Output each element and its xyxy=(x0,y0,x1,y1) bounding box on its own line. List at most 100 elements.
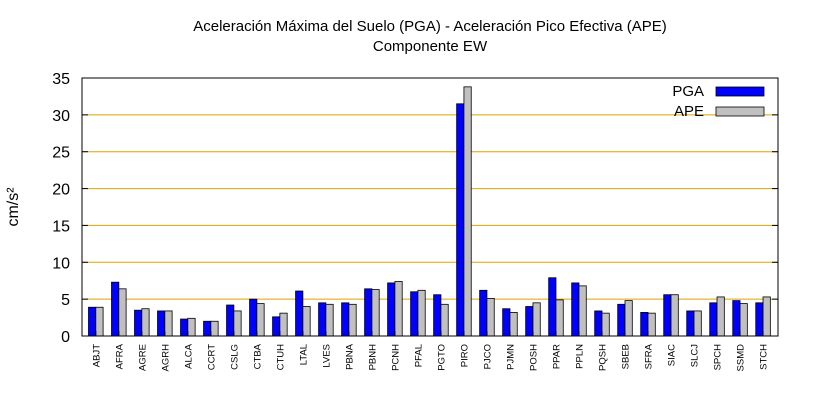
bar-ape xyxy=(716,296,725,337)
y-tick-label: 10 xyxy=(52,255,70,272)
x-tick-label: PCNH xyxy=(390,344,401,371)
bar-ape xyxy=(555,299,564,337)
bar-pga xyxy=(88,306,97,337)
bar-ape xyxy=(463,86,472,337)
x-tick-label: SBEB xyxy=(620,344,631,369)
bar-ape xyxy=(279,312,288,337)
bar-pga xyxy=(502,308,511,337)
bar-ape xyxy=(348,303,357,337)
bars xyxy=(88,86,771,337)
y-tick-label: 35 xyxy=(52,71,70,88)
x-tick-label: LVES xyxy=(321,344,332,368)
bar-pga xyxy=(456,103,465,337)
x-tick-label: PFAL xyxy=(413,344,424,367)
x-tick-label: POSH xyxy=(528,344,539,371)
bar-ape xyxy=(394,281,403,337)
x-tick-label: PGTO xyxy=(436,344,447,371)
bar-pga xyxy=(617,303,626,337)
bar-pga xyxy=(157,310,166,337)
x-tick-label: ALCA xyxy=(183,343,194,368)
bar-pga xyxy=(203,320,212,337)
axes xyxy=(81,77,779,337)
x-tick-label: PPAR xyxy=(551,344,562,369)
bar-ape xyxy=(118,288,127,337)
bar-pga xyxy=(387,282,396,337)
bar-pga xyxy=(249,298,258,337)
bar-ape xyxy=(233,310,242,337)
x-tick-label: SLCJ xyxy=(690,344,701,367)
x-tick-label: ABJT xyxy=(91,344,102,367)
x-tick-label: SIAC xyxy=(667,344,678,366)
x-tick-label: CSLG xyxy=(229,344,240,370)
bar-pga xyxy=(709,302,718,337)
bar-ape xyxy=(256,303,265,337)
x-tick-label: SSMD xyxy=(736,344,747,372)
bar-ape xyxy=(210,320,219,337)
bar-pga xyxy=(686,310,695,337)
bar-pga xyxy=(663,294,672,337)
bar-pga xyxy=(226,304,235,337)
x-tick-label: AFRA xyxy=(114,343,125,369)
bar-pga xyxy=(755,302,764,337)
y-tick-label: 30 xyxy=(52,108,70,125)
bar-ape xyxy=(164,310,173,337)
plot-frame xyxy=(81,77,779,337)
x-tick-label: PBNH xyxy=(367,344,378,371)
chart-subtitle: Componente EW xyxy=(373,38,488,55)
legend-label-ape: APE xyxy=(674,103,704,120)
bar-ape xyxy=(670,294,679,337)
x-tick-label: SPCH xyxy=(713,344,724,371)
bar-ape xyxy=(624,300,633,337)
x-tick-label: AGRH xyxy=(160,344,171,372)
y-axis-label: cm/s² xyxy=(5,187,22,227)
bar-ape xyxy=(302,306,311,337)
bar-pga xyxy=(410,291,419,337)
legend-label-pga: PGA xyxy=(672,83,704,100)
bar-ape xyxy=(371,289,380,337)
bar-ape xyxy=(486,298,495,337)
bar-ape xyxy=(440,303,449,337)
bar-pga xyxy=(111,281,120,337)
x-tick-label: PIRO xyxy=(459,344,470,367)
bar-ape xyxy=(578,285,587,337)
bar-pga xyxy=(640,312,649,337)
legend-swatch-ape xyxy=(715,106,765,117)
bar-pga xyxy=(272,316,281,337)
bar-pga xyxy=(364,288,373,337)
legend: PGA APE xyxy=(672,83,765,120)
bar-pga xyxy=(341,302,350,337)
y-tick-label: 5 xyxy=(61,292,70,309)
x-tick-label: PQSH xyxy=(597,344,608,371)
bar-ape xyxy=(532,302,541,337)
x-tick-label: AGRE xyxy=(137,344,148,371)
bar-ape xyxy=(739,303,748,337)
bar-pga xyxy=(571,282,580,337)
bar-pga xyxy=(548,277,557,337)
bar-ape xyxy=(601,312,610,337)
x-tick-label: PPLN xyxy=(574,344,585,369)
bar-pga xyxy=(525,306,534,337)
bar-pga xyxy=(180,318,189,337)
bar-ape xyxy=(187,317,196,337)
bar-pga xyxy=(134,309,143,337)
bar-pga xyxy=(295,290,304,337)
y-tick-label: 20 xyxy=(52,182,70,199)
y-tick-label: 0 xyxy=(61,329,70,346)
x-tick-label: PBNA xyxy=(344,343,355,370)
x-tick-label: STCH xyxy=(759,344,770,370)
legend-swatch-pga xyxy=(715,86,765,97)
bar-pga xyxy=(594,310,603,337)
bar-ape xyxy=(693,310,702,337)
tick-labels: 0 5 10 15 20 25 30 35 ABJT AFRA AGRE AGRH ALCA CCRT CS… xyxy=(52,71,769,371)
bar-ape xyxy=(417,289,426,337)
bar-ape xyxy=(509,312,518,337)
x-tick-label: SFRA xyxy=(644,343,655,369)
x-tick-label: LTAL xyxy=(298,344,309,365)
bar-ape xyxy=(325,303,334,337)
x-tick-label: CTUH xyxy=(275,344,286,371)
chart-title: Aceleración Máxima del Suelo (PGA) - Ace… xyxy=(193,18,667,35)
bar-pga xyxy=(318,302,327,337)
bar-ape xyxy=(95,306,104,337)
